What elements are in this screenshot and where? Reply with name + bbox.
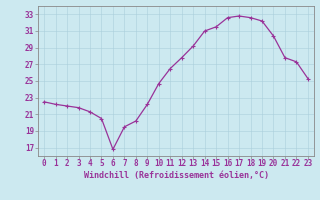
X-axis label: Windchill (Refroidissement éolien,°C): Windchill (Refroidissement éolien,°C): [84, 171, 268, 180]
